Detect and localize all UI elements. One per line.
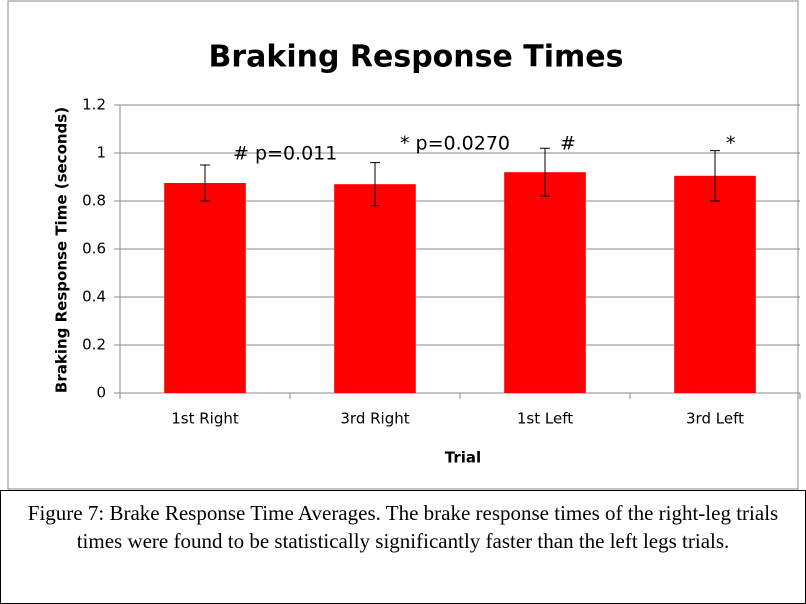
y-tick-label: 1 (96, 144, 106, 162)
caption: Figure 7: Brake Response Time Averages. … (27, 501, 779, 553)
x-tick-label: 3rd Left (686, 410, 744, 428)
y-tick-label: 0.4 (82, 288, 106, 306)
error-bar (540, 147, 550, 197)
x-tick-label: 3rd Right (340, 410, 409, 428)
y-tick-label: 0 (96, 384, 106, 402)
y-tick-label: 1.2 (82, 96, 106, 114)
y-tick-label: 0.6 (82, 240, 106, 258)
annotation: * (726, 133, 736, 155)
error-bar (370, 162, 380, 207)
x-tick-label: 1st Left (517, 410, 573, 428)
chart-title: Braking Response Times (208, 40, 623, 75)
annotation: * p=0.0270 (400, 133, 510, 155)
annotation: # p=0.011 (233, 143, 337, 165)
y-tick-label: 0.8 (82, 192, 106, 210)
bar (674, 175, 756, 393)
bar (334, 184, 416, 393)
error-bar (200, 164, 210, 202)
bar (164, 183, 246, 393)
annotation: # (560, 133, 576, 155)
error-bar (710, 150, 720, 202)
bar (504, 172, 586, 393)
y-axis-label: Braking Response Time (seconds) (53, 107, 71, 393)
x-tick-label: 1st Right (171, 410, 239, 428)
chart: Braking Response Times Trial Braking Res… (7, 0, 801, 490)
caption-box: Figure 7: Brake Response Time Averages. … (0, 490, 806, 604)
y-tick-label: 0.2 (82, 336, 106, 354)
x-axis-label: Trial (445, 449, 481, 467)
